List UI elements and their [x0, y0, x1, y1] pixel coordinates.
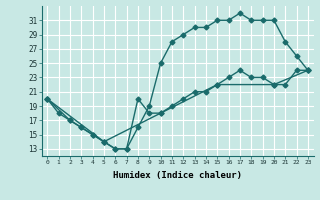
X-axis label: Humidex (Indice chaleur): Humidex (Indice chaleur) — [113, 171, 242, 180]
